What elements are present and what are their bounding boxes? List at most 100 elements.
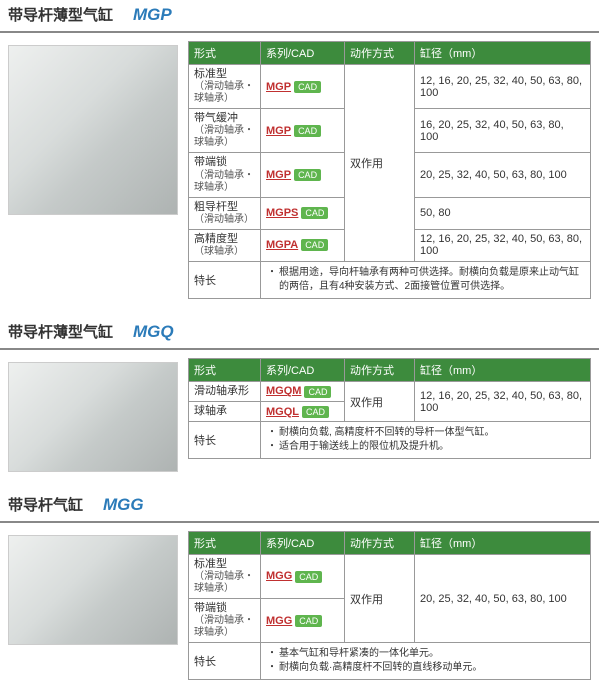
cad-badge[interactable]: CAD bbox=[295, 571, 322, 583]
feature-label: 特长 bbox=[189, 261, 261, 298]
type-main: 粗导杆型 bbox=[194, 201, 255, 214]
table-header: 形式 bbox=[189, 531, 261, 554]
series-link[interactable]: MGG bbox=[266, 615, 292, 627]
section-title-code: MGG bbox=[103, 495, 144, 514]
series-link[interactable]: MGP bbox=[266, 125, 291, 137]
section-body: 形式系列/CAD动作方式缸径（mm）标准型（滑动轴承・球轴承）MGPCAD双作用… bbox=[0, 41, 599, 299]
action-cell: 双作用 bbox=[345, 554, 415, 642]
action-cell: 双作用 bbox=[345, 381, 415, 421]
table-header: 动作方式 bbox=[345, 358, 415, 381]
feature-text: 根据用途，导向杆轴承有两种可供选择。耐横向负载是原来止动气缸的两倍，且有4种安装… bbox=[267, 266, 584, 294]
table-header: 缸径（mm） bbox=[415, 531, 591, 554]
product-image-area bbox=[8, 531, 188, 680]
series-link[interactable]: MGP bbox=[266, 81, 291, 93]
feature-text: 耐横向负载·高精度杆不回转的直线移动单元。 bbox=[267, 661, 584, 675]
feature-text: 适合用于输送线上的限位机及提升机。 bbox=[267, 440, 584, 454]
type-cell: 滑动轴承形 bbox=[189, 381, 261, 401]
section-body: 形式系列/CAD动作方式缸径（mm）滑动轴承形MGQMCAD双作用12, 16,… bbox=[0, 358, 599, 472]
series-link[interactable]: MGG bbox=[266, 570, 292, 582]
product-section: 带导杆薄型气缸MGQ 形式系列/CAD动作方式缸径（mm） 滑动轴承形 MGQMCAD… bbox=[0, 317, 599, 472]
type-sub: （滑动轴承・球轴承） bbox=[194, 571, 255, 595]
type-main: 带气缓冲 bbox=[194, 112, 255, 125]
series-link[interactable]: MGQM bbox=[266, 385, 301, 397]
type-sub: （滑动轴承・球轴承） bbox=[194, 170, 255, 194]
type-cell: 带端锁（滑动轴承・球轴承） bbox=[189, 599, 261, 643]
section-title-bar: 带导杆薄型气缸MGQ bbox=[0, 317, 599, 350]
series-cell: MGQLCAD bbox=[261, 402, 345, 422]
diameter-cell: 12, 16, 20, 25, 32, 40, 50, 63, 80, 100 bbox=[415, 229, 591, 261]
feature-cell: 根据用途，导向杆轴承有两种可供选择。耐横向负载是原来止动气缸的两倍，且有4种安装… bbox=[261, 261, 591, 298]
table-header: 形式 bbox=[189, 358, 261, 381]
product-image-area bbox=[8, 41, 188, 299]
series-cell: MGQMCAD bbox=[261, 381, 345, 401]
feature-row: 特长基本气缸和导杆紧凑的一体化单元。耐横向负载·高精度杆不回转的直线移动单元。 bbox=[189, 643, 591, 680]
spec-table: 形式系列/CAD动作方式缸径（mm）标准型（滑动轴承・球轴承）MGPCAD双作用… bbox=[188, 41, 591, 299]
feature-text: 耐横向负载, 高精度杆不回转的导杆一体型气缸。 bbox=[267, 426, 584, 440]
series-cell: MGGCAD bbox=[261, 599, 345, 643]
feature-row: 特长耐横向负载, 高精度杆不回转的导杆一体型气缸。适合用于输送线上的限位机及提升… bbox=[189, 422, 591, 459]
product-image bbox=[8, 535, 178, 645]
type-main: 标准型 bbox=[194, 558, 255, 571]
diameter-cell: 12, 16, 20, 25, 32, 40, 50, 63, 80, 100 bbox=[415, 381, 591, 421]
type-sub: （球轴承） bbox=[194, 246, 255, 258]
type-main: 滑动轴承形 bbox=[194, 385, 255, 398]
diameter-cell: 12, 16, 20, 25, 32, 40, 50, 63, 80, 100 bbox=[415, 65, 591, 109]
cad-badge[interactable]: CAD bbox=[301, 239, 328, 251]
series-link[interactable]: MGPA bbox=[266, 239, 298, 251]
type-sub: （滑动轴承・球轴承） bbox=[194, 125, 255, 149]
table-row: 滑动轴承形MGQMCAD双作用12, 16, 20, 25, 32, 40, 5… bbox=[189, 381, 591, 401]
section-body: 形式系列/CAD动作方式缸径（mm）标准型（滑动轴承・球轴承）MGGCAD双作用… bbox=[0, 531, 599, 680]
series-link[interactable]: MGPS bbox=[266, 207, 298, 219]
cad-badge[interactable]: CAD bbox=[302, 406, 329, 418]
diameter-cell: 20, 25, 32, 40, 50, 63, 80, 100 bbox=[415, 554, 591, 642]
series-cell: MGPACAD bbox=[261, 229, 345, 261]
action-cell: 双作用 bbox=[345, 65, 415, 262]
type-sub: （滑动轴承・球轴承） bbox=[194, 81, 255, 105]
type-cell: 高精度型（球轴承） bbox=[189, 229, 261, 261]
table-header: 形式 bbox=[189, 42, 261, 65]
section-title-bar: 带导杆薄型气缸MGP bbox=[0, 0, 599, 33]
series-cell: MGPSCAD bbox=[261, 197, 345, 229]
table-header: 缸径（mm） bbox=[415, 42, 591, 65]
series-link[interactable]: MGP bbox=[266, 169, 291, 181]
table-header: 动作方式 bbox=[345, 531, 415, 554]
product-image bbox=[8, 362, 178, 472]
diameter-cell: 50, 80 bbox=[415, 197, 591, 229]
cad-badge[interactable]: CAD bbox=[294, 125, 321, 137]
type-sub: （滑动轴承・球轴承） bbox=[194, 615, 255, 639]
product-image-area bbox=[8, 358, 188, 472]
type-cell: 标准型（滑动轴承・球轴承） bbox=[189, 65, 261, 109]
type-sub: （滑动轴承） bbox=[194, 214, 255, 226]
cad-badge[interactable]: CAD bbox=[294, 81, 321, 93]
feature-label: 特长 bbox=[189, 643, 261, 680]
table-header: 缸径（mm） bbox=[415, 358, 591, 381]
spec-table-area: 形式系列/CAD动作方式缸径（mm）滑动轴承形MGQMCAD双作用12, 16,… bbox=[188, 358, 591, 472]
cad-badge[interactable]: CAD bbox=[295, 615, 322, 627]
section-title-bar: 带导杆气缸MGG bbox=[0, 490, 599, 523]
spec-table: 形式系列/CAD动作方式缸径（mm）滑动轴承形MGQMCAD双作用12, 16,… bbox=[188, 358, 591, 459]
diameter-cell: 16, 20, 25, 32, 40, 50, 63, 80, 100 bbox=[415, 109, 591, 153]
series-link[interactable]: MGQL bbox=[266, 406, 299, 418]
feature-row: 特长根据用途，导向杆轴承有两种可供选择。耐横向负载是原来止动气缸的两倍，且有4种… bbox=[189, 261, 591, 298]
diameter-cell: 20, 25, 32, 40, 50, 63, 80, 100 bbox=[415, 153, 591, 197]
type-cell: 带端锁（滑动轴承・球轴承） bbox=[189, 153, 261, 197]
product-section: 带导杆薄型气缸MGP 形式系列/CAD动作方式缸径（mm） 标准型（滑动轴承・球轴承… bbox=[0, 0, 599, 299]
series-cell: MGPCAD bbox=[261, 65, 345, 109]
spec-table: 形式系列/CAD动作方式缸径（mm）标准型（滑动轴承・球轴承）MGGCAD双作用… bbox=[188, 531, 591, 680]
table-header: 动作方式 bbox=[345, 42, 415, 65]
product-image bbox=[8, 45, 178, 215]
feature-text: 基本气缸和导杆紧凑的一体化单元。 bbox=[267, 647, 584, 661]
type-cell: 粗导杆型（滑动轴承） bbox=[189, 197, 261, 229]
feature-label: 特长 bbox=[189, 422, 261, 459]
feature-cell: 耐横向负载, 高精度杆不回转的导杆一体型气缸。适合用于输送线上的限位机及提升机。 bbox=[261, 422, 591, 459]
table-header: 系列/CAD bbox=[261, 42, 345, 65]
type-main: 高精度型 bbox=[194, 233, 255, 246]
table-header: 系列/CAD bbox=[261, 358, 345, 381]
cad-badge[interactable]: CAD bbox=[294, 169, 321, 181]
cad-badge[interactable]: CAD bbox=[304, 386, 331, 398]
type-main: 球轴承 bbox=[194, 405, 255, 418]
section-title-code: MGQ bbox=[133, 322, 174, 341]
type-main: 带端锁 bbox=[194, 156, 255, 169]
product-section: 带导杆气缸MGG形式系列/CAD动作方式缸径（mm）标准型（滑动轴承・球轴承）M… bbox=[0, 490, 599, 680]
cad-badge[interactable]: CAD bbox=[301, 207, 328, 219]
